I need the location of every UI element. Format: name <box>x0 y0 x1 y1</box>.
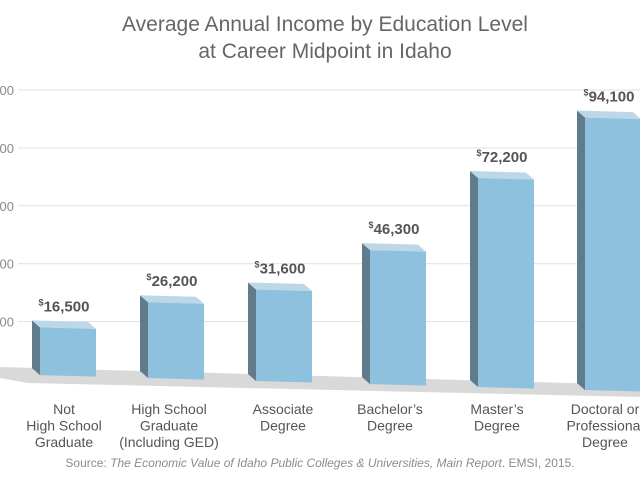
value-label: $72,200 <box>477 148 528 166</box>
y-tick-label: 000 <box>0 83 14 98</box>
source-note: Source: The Economic Value of Idaho Publ… <box>0 456 640 470</box>
bar-side <box>362 243 370 385</box>
y-tick-label: 000 <box>0 315 14 330</box>
bar-side <box>470 171 478 388</box>
category-label: Bachelor’s Degree <box>357 401 423 434</box>
bar <box>362 243 426 386</box>
chart-title-line-1: Average Annual Income by Education Level <box>122 13 528 36</box>
category-label: High School Graduate (Including GED) <box>119 401 219 450</box>
value-label: $46,300 <box>369 220 420 238</box>
bar-side <box>140 295 148 379</box>
value-label: $94,100 <box>584 88 635 106</box>
value-label: $26,200 <box>147 272 198 290</box>
bar-top <box>470 171 534 180</box>
bar-top <box>32 320 96 329</box>
bar-front <box>585 117 640 392</box>
bar-front <box>148 302 204 380</box>
bar-side <box>248 282 256 381</box>
bar <box>140 295 204 380</box>
bar-top <box>577 110 640 120</box>
y-tick-label: 000 <box>0 141 14 156</box>
bar <box>248 282 312 383</box>
category-label: Not High School Graduate <box>26 401 102 450</box>
value-label: $31,600 <box>255 260 306 278</box>
bar-top <box>362 243 426 252</box>
y-tick-label: 000 <box>0 257 14 272</box>
bars <box>32 110 640 392</box>
chart-title-line-2: at Career Midpoint in Idaho <box>198 40 451 63</box>
source-work-title: The Economic Value of Idaho Public Colle… <box>110 456 502 470</box>
bar-front <box>40 327 96 377</box>
bar <box>577 110 640 392</box>
value-labels: $16,500 $26,200 $31,600 $46,300 $72,200 $94,1… <box>39 88 635 316</box>
category-label: Doctoral or Professional Degree <box>566 401 640 450</box>
bar-top <box>248 282 312 292</box>
gridlines <box>18 89 640 323</box>
value-label: $16,500 <box>39 297 90 315</box>
bar <box>32 320 96 377</box>
bar-side <box>577 110 585 390</box>
bar <box>470 171 534 389</box>
category-label: Associate Degree <box>253 401 314 434</box>
source-prefix: Source: <box>65 456 111 470</box>
bar-front <box>256 289 312 383</box>
source-suffix: . EMSI, 2015. <box>501 456 575 470</box>
bar-front <box>370 250 426 386</box>
bar-front <box>478 178 534 389</box>
bar-side <box>32 320 40 376</box>
y-axis-tick-labels: 000 000 000 000 000 <box>0 83 14 330</box>
category-label: Master’s Degree <box>470 401 523 434</box>
category-labels: Not High School Graduate High School Graduat… <box>26 401 640 450</box>
bar-top <box>140 295 204 304</box>
y-tick-label: 000 <box>0 199 14 214</box>
